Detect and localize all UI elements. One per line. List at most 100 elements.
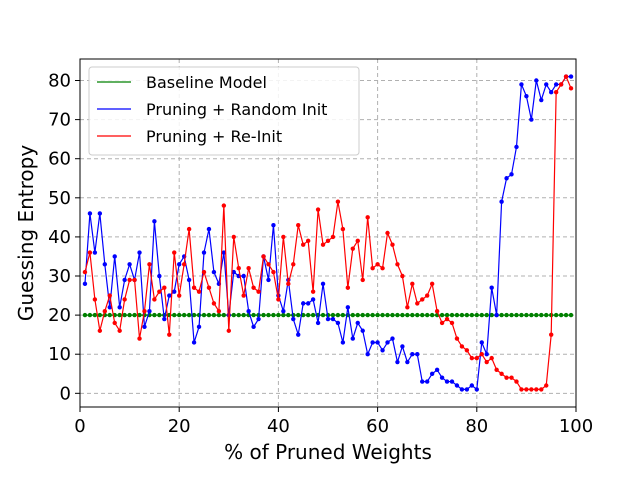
ticks: 0 20 40 60 80 100 0 10 20 30 40 50 60 70 80 bbox=[48, 71, 593, 437]
x-tick-label: 60 bbox=[366, 416, 389, 437]
data-point bbox=[380, 348, 385, 353]
data-point bbox=[340, 340, 346, 345]
data-point bbox=[519, 312, 524, 318]
data-point bbox=[425, 293, 430, 298]
data-point bbox=[390, 242, 395, 247]
data-point bbox=[365, 312, 370, 318]
data-point bbox=[563, 74, 569, 79]
data-point bbox=[172, 312, 177, 318]
data-point bbox=[355, 312, 360, 318]
data-point bbox=[236, 265, 241, 271]
data-point bbox=[568, 86, 574, 91]
data-point bbox=[385, 340, 390, 345]
y-tick-label: 40 bbox=[48, 227, 71, 248]
data-point bbox=[177, 262, 182, 267]
data-point bbox=[266, 277, 271, 283]
data-point bbox=[122, 277, 127, 283]
data-point bbox=[251, 312, 256, 318]
data-point bbox=[544, 312, 549, 318]
data-point bbox=[310, 297, 316, 302]
data-point bbox=[345, 305, 351, 310]
data-point bbox=[429, 312, 435, 318]
data-point bbox=[325, 238, 331, 244]
data-point bbox=[385, 230, 390, 236]
data-point bbox=[142, 324, 147, 330]
data-point bbox=[305, 238, 311, 244]
data-point bbox=[375, 312, 380, 318]
data-point bbox=[276, 297, 281, 302]
data-point bbox=[400, 344, 405, 349]
data-point bbox=[400, 312, 405, 318]
data-point bbox=[524, 312, 529, 318]
data-point bbox=[196, 289, 202, 294]
data-point bbox=[231, 312, 236, 318]
data-point bbox=[350, 246, 355, 251]
data-point bbox=[489, 355, 494, 361]
data-point bbox=[415, 352, 420, 357]
data-point bbox=[201, 250, 207, 255]
data-point bbox=[469, 383, 475, 388]
data-point bbox=[380, 312, 385, 318]
data-point bbox=[87, 312, 93, 318]
data-point bbox=[310, 289, 316, 294]
y-tick-label: 60 bbox=[48, 149, 71, 170]
data-point bbox=[410, 352, 415, 357]
data-point bbox=[261, 312, 266, 318]
data-point bbox=[360, 277, 365, 283]
data-point bbox=[271, 312, 276, 318]
legend-box bbox=[88, 66, 360, 156]
data-point bbox=[444, 312, 450, 318]
data-point bbox=[405, 312, 410, 318]
data-point bbox=[152, 297, 157, 302]
data-point bbox=[211, 312, 217, 318]
data-point bbox=[167, 332, 172, 337]
data-point bbox=[509, 375, 514, 380]
data-point bbox=[553, 312, 559, 318]
data-point bbox=[330, 316, 336, 322]
data-point bbox=[87, 250, 93, 255]
data-point bbox=[449, 312, 455, 318]
data-point bbox=[479, 312, 484, 318]
data-point bbox=[534, 312, 539, 318]
data-point bbox=[320, 281, 326, 287]
data-point bbox=[92, 312, 98, 318]
x-tick-label: 40 bbox=[267, 416, 290, 437]
data-point bbox=[504, 375, 509, 380]
data-point bbox=[196, 324, 202, 330]
data-point bbox=[206, 312, 212, 318]
data-point bbox=[370, 312, 375, 318]
data-point bbox=[534, 387, 539, 392]
data-point bbox=[519, 82, 524, 87]
data-point bbox=[355, 320, 360, 326]
data-point bbox=[405, 305, 410, 310]
data-point bbox=[152, 312, 157, 318]
data-point bbox=[320, 312, 326, 318]
data-point bbox=[251, 324, 256, 330]
data-point bbox=[181, 312, 187, 318]
data-point bbox=[444, 316, 450, 322]
data-point bbox=[152, 219, 157, 224]
data-point bbox=[246, 309, 251, 314]
data-point bbox=[315, 207, 321, 212]
data-point bbox=[479, 352, 484, 357]
data-point bbox=[137, 312, 142, 318]
data-point bbox=[395, 312, 400, 318]
legend-label-baseline: Baseline Model bbox=[146, 73, 267, 92]
data-point bbox=[181, 262, 187, 267]
data-point bbox=[464, 312, 470, 318]
data-point bbox=[499, 199, 504, 204]
data-point bbox=[434, 309, 440, 314]
data-point bbox=[301, 242, 306, 247]
data-point bbox=[137, 336, 142, 341]
data-point bbox=[539, 97, 544, 103]
data-point bbox=[489, 285, 494, 290]
data-point bbox=[132, 312, 137, 318]
data-point bbox=[454, 336, 460, 341]
data-point bbox=[405, 359, 410, 365]
data-point bbox=[127, 312, 132, 318]
data-point bbox=[459, 387, 465, 392]
data-point bbox=[122, 312, 127, 318]
data-point bbox=[380, 265, 385, 271]
